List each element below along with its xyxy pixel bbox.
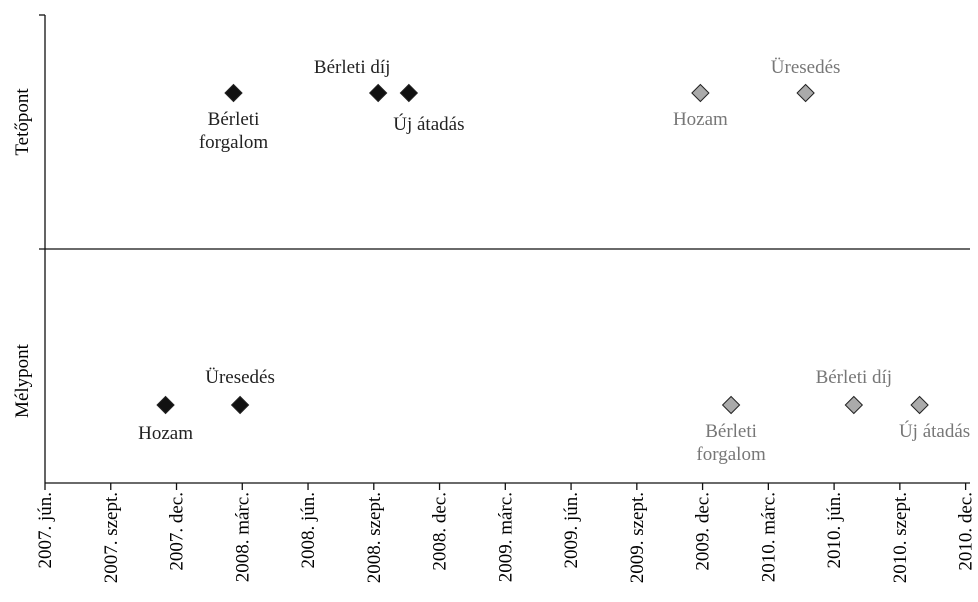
x-tick-label: 2007. jún. xyxy=(35,492,56,569)
x-tick-label: 2009. márc. xyxy=(495,492,516,582)
x-tick-label: 2008. jún. xyxy=(298,492,319,569)
diamond-marker xyxy=(399,83,419,103)
y-axis-label: Mélypont xyxy=(12,343,33,418)
point-label: Bérleti forgalom xyxy=(696,421,766,465)
x-tick-label: 2009. jún. xyxy=(561,492,582,569)
diamond-marker xyxy=(796,83,815,103)
x-tick-label: 2008. dec. xyxy=(430,492,451,571)
diamond-marker xyxy=(721,395,741,415)
diamond-marker xyxy=(910,395,929,415)
diamond-marker xyxy=(224,83,243,103)
point-label: Bérleti forgalom xyxy=(199,109,269,153)
point-label: Bérleti díj xyxy=(314,57,391,78)
x-tick-label: 2009. szept. xyxy=(627,492,648,583)
point-label: Hozam xyxy=(138,423,193,444)
x-tick-label: 2010. szept. xyxy=(890,492,911,583)
y-axis-label: Tetőpont xyxy=(12,88,33,156)
diamond-marker xyxy=(230,395,250,415)
point-label: Új átadás xyxy=(899,420,970,442)
point-label: Bérleti díj xyxy=(816,367,893,388)
diamond-marker xyxy=(156,395,175,415)
point-label: Új átadás xyxy=(393,113,464,135)
x-tick-label: 2007. dec. xyxy=(167,492,188,571)
point-label: Hozam xyxy=(673,109,728,130)
x-tick-label: 2010. jún. xyxy=(824,492,845,569)
diamond-marker xyxy=(368,83,388,103)
x-tick-label: 2008. márc. xyxy=(232,492,253,582)
x-tick-label: 2007. szept. xyxy=(101,492,122,583)
x-tick-label: 2008. szept. xyxy=(364,492,385,583)
point-label: Üresedés xyxy=(205,367,275,388)
diamond-marker xyxy=(844,395,864,415)
x-tick-label: 2010. dec. xyxy=(956,492,977,571)
x-tick-label: 2009. dec. xyxy=(693,492,714,571)
diamond-marker xyxy=(691,83,710,103)
x-tick-label: 2010. márc. xyxy=(758,492,779,582)
point-label: Üresedés xyxy=(771,57,841,78)
